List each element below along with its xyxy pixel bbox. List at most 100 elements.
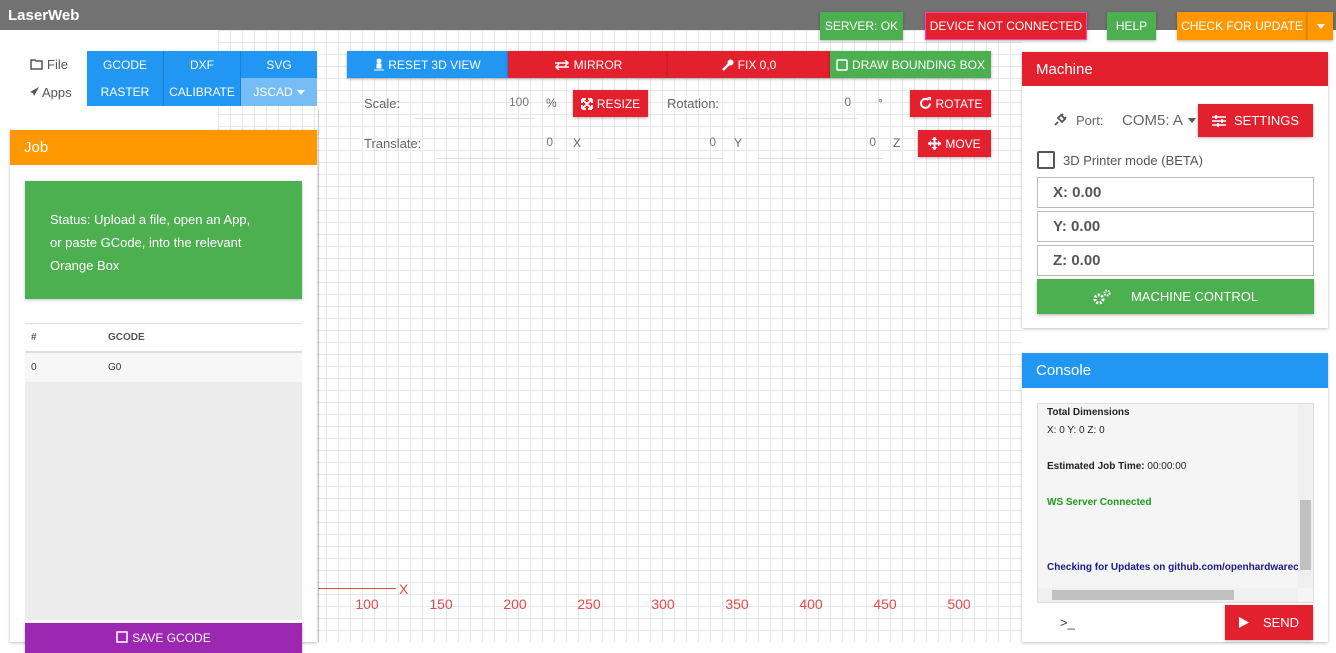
send-button[interactable]: SEND [1225, 605, 1313, 640]
svg-button[interactable]: SVG [241, 51, 317, 78]
position-y[interactable]: Y: 0.00 [1037, 211, 1314, 242]
x-tick-label: 150 [429, 596, 453, 612]
icon [1093, 289, 1111, 304]
x-tick-label: 500 [947, 596, 971, 612]
v-scroll-thumb[interactable] [1300, 500, 1311, 570]
position-z[interactable]: Z: 0.00 [1037, 245, 1314, 276]
x-tick-label: 350 [725, 596, 749, 612]
table-header [25, 323, 302, 353]
log-line: WS Server Connected [1047, 497, 1152, 508]
button-text: MACHINE CONTROL [1130, 289, 1259, 304]
table-head-cell: # [31, 332, 37, 343]
axis-label: Y [734, 136, 743, 150]
button-text: SEND [1262, 615, 1300, 630]
jscad-button[interactable]: JSCAD [241, 78, 317, 106]
position-x[interactable]: X: 0.00 [1037, 177, 1314, 208]
move-button[interactable]: MOVE [918, 130, 991, 157]
resize-button[interactable]: RESIZE [573, 90, 648, 117]
device-status[interactable]: DEVICE NOT CONNECTED [925, 12, 1087, 40]
console-log [1037, 403, 1314, 603]
gcode-button[interactable]: GCODE [87, 51, 164, 78]
button-text: RESIZE [596, 96, 641, 111]
file-label: File [47, 57, 68, 72]
x-tick-label: 400 [799, 596, 823, 612]
caret [296, 89, 305, 95]
icon [554, 59, 569, 70]
x-axis-line [318, 588, 396, 589]
rocket-icon [30, 87, 39, 96]
translate-x-input[interactable]: 0 [437, 135, 559, 159]
status-text: Status: Upload a file, open an App, or p… [50, 212, 251, 273]
settings-button[interactable]: SETTINGS [1198, 104, 1313, 137]
dxf-button[interactable]: DXF [164, 51, 241, 78]
x-tick-label: 250 [577, 596, 601, 612]
server-status[interactable]: SERVER: OK [820, 12, 903, 40]
scale-input[interactable]: 100 [415, 95, 535, 119]
port-select[interactable]: COM5: A [1122, 112, 1183, 129]
table-row [25, 353, 302, 382]
caret [1316, 23, 1325, 29]
x-tick-label: 450 [873, 596, 897, 612]
apps-label: Apps [42, 85, 72, 100]
status-box [25, 181, 302, 299]
table-head-cell: GCODE [108, 332, 145, 343]
translate-y-input[interactable]: 0 [598, 135, 722, 159]
x-axis-label: X [399, 581, 409, 597]
translate-z-input[interactable]: 0 [759, 135, 882, 159]
app-title: LaserWeb [8, 7, 80, 24]
rotate-button[interactable]: ROTATE [910, 90, 991, 117]
raster-button[interactable]: RASTER [87, 78, 164, 106]
x-tick-label: 300 [651, 596, 675, 612]
viewport-border [318, 110, 319, 642]
save-icon [116, 631, 129, 643]
help-button[interactable]: HELP [1107, 12, 1156, 40]
icon [580, 97, 593, 110]
rotation-unit: ° [878, 96, 883, 110]
log-label: Estimated Job Time: [1047, 461, 1145, 472]
x-tick-label: 200 [503, 596, 527, 612]
update-button[interactable]: CHECK FOR UPDATE [1177, 12, 1307, 40]
axis-label: Z [893, 136, 901, 150]
icon [1238, 617, 1249, 628]
icon [374, 58, 385, 71]
console-input[interactable] [1085, 608, 1220, 638]
log-line: Estimated Job Time: 00:00:00 [1047, 461, 1186, 472]
printer-mode-label: 3D Printer mode (BETA) [1063, 153, 1203, 168]
button-text: FIX 0,0 [737, 57, 777, 72]
icon [1211, 114, 1226, 127]
folder-icon [30, 59, 43, 70]
table-cell: 0 [31, 362, 37, 373]
h-scroll-thumb[interactable] [1052, 590, 1234, 600]
icon [721, 59, 734, 71]
button-text: MOVE [945, 136, 981, 151]
button-text: SETTINGS [1233, 113, 1299, 128]
printer-mode-checkbox[interactable] [1037, 151, 1055, 169]
calibrate-button[interactable]: CALIBRATE [164, 78, 241, 106]
icon [836, 58, 848, 71]
mirror-button[interactable]: MIRROR [508, 51, 668, 78]
plug-icon [1054, 113, 1067, 126]
icon [919, 97, 931, 109]
rotation-input[interactable]: 0 [737, 95, 857, 119]
scale-label: Scale: [364, 96, 401, 111]
log-line: Total Dimensions [1047, 407, 1130, 418]
reset-view-button[interactable]: RESET 3D VIEW [347, 51, 508, 78]
translate-label: Translate: [364, 136, 422, 151]
button-text: ROTATE [935, 96, 983, 111]
log-value: 00:00:00 [1147, 461, 1187, 472]
machine-header: Machine [1022, 52, 1328, 86]
console-prompt: >_ [1060, 615, 1075, 630]
port-label: Port: [1076, 113, 1104, 128]
table-cell: G0 [108, 362, 122, 373]
update-dropdown[interactable] [1307, 12, 1333, 40]
caret [1188, 118, 1196, 123]
x-tick-label: 100 [355, 596, 379, 612]
fix-button[interactable]: FIX 0,0 [668, 51, 830, 78]
save-gcode-button[interactable]: SAVE GCODE [25, 623, 302, 653]
bounding-box-button[interactable]: DRAW BOUNDING BOX [830, 51, 991, 78]
save-gcode-text: SAVE GCODE [132, 631, 211, 645]
viewport-grid [218, 30, 1022, 642]
machine-control-button[interactable]: MACHINE CONTROL [1037, 279, 1314, 314]
